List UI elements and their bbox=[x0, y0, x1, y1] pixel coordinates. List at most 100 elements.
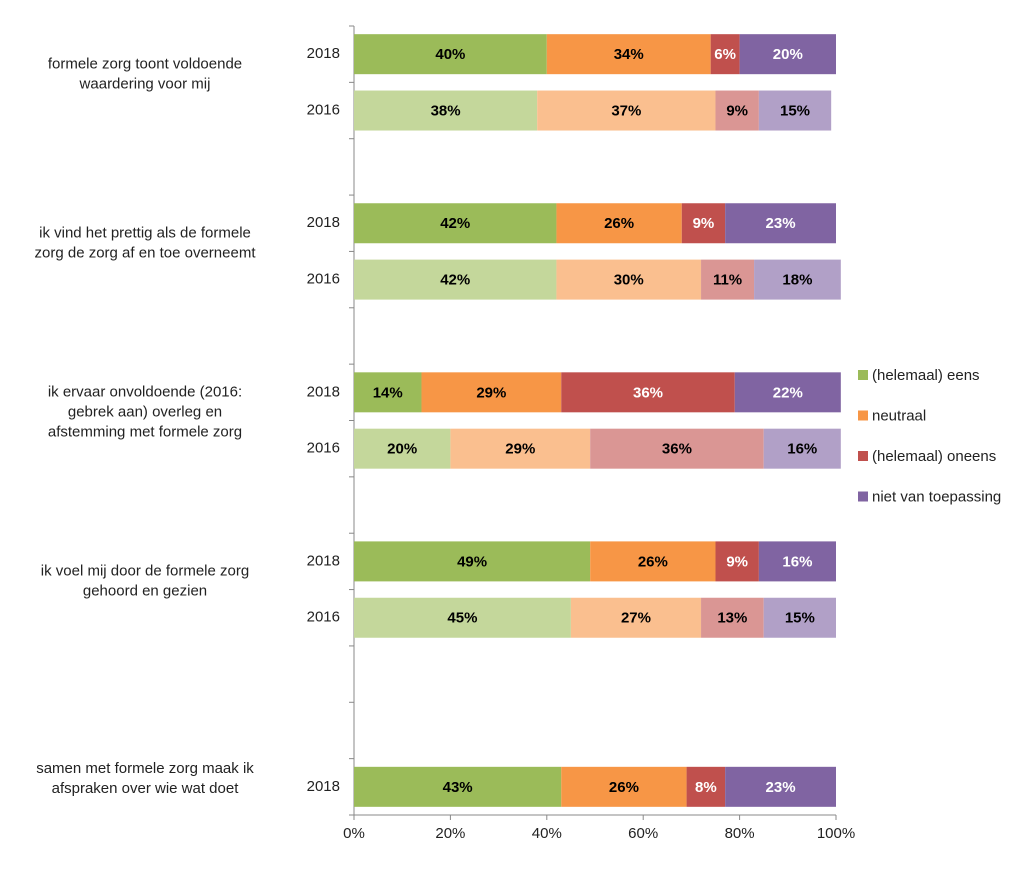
data-label: 9% bbox=[726, 103, 748, 120]
y-tick-label: 2018 bbox=[307, 214, 340, 231]
bar-segment bbox=[561, 766, 687, 807]
x-tick-label: 40% bbox=[532, 825, 562, 842]
data-label: 13% bbox=[717, 610, 747, 627]
bar-segment bbox=[354, 372, 422, 413]
bar-segment bbox=[758, 541, 836, 582]
bar-segment bbox=[537, 90, 716, 131]
data-label: 23% bbox=[766, 779, 796, 796]
group-label: afspraken over wie wat doet bbox=[52, 780, 240, 797]
data-label: 38% bbox=[431, 103, 461, 120]
data-label: 45% bbox=[447, 610, 477, 627]
y-tick-label: 2016 bbox=[307, 609, 340, 626]
x-tick-label: 80% bbox=[725, 825, 755, 842]
data-label: 14% bbox=[373, 384, 403, 401]
data-label: 9% bbox=[726, 553, 748, 570]
bar-segment bbox=[354, 766, 562, 807]
data-label: 16% bbox=[782, 553, 812, 570]
group-label: zorg de zorg af en toe overneemt bbox=[35, 244, 257, 261]
data-label: 8% bbox=[695, 779, 717, 796]
group-label: formele zorg toont voldoende bbox=[48, 55, 242, 72]
data-label: 34% bbox=[614, 46, 644, 63]
bar-segment bbox=[556, 259, 702, 300]
data-label: 18% bbox=[782, 272, 812, 289]
data-label: 20% bbox=[773, 46, 803, 63]
bar-segment bbox=[701, 597, 764, 638]
data-label: 26% bbox=[604, 215, 634, 232]
legend-swatch bbox=[858, 451, 868, 461]
group-label: ik ervaar onvoldoende (2016: bbox=[48, 383, 242, 400]
bar-segment bbox=[354, 428, 451, 469]
data-label: 23% bbox=[766, 215, 796, 232]
bar-segment bbox=[734, 372, 841, 413]
data-label: 20% bbox=[387, 441, 417, 458]
group-label: gebrek aan) overleg en bbox=[68, 403, 222, 420]
legend-label: (helemaal) oneens bbox=[872, 448, 996, 465]
data-label: 37% bbox=[611, 103, 641, 120]
y-tick-label: 2016 bbox=[307, 102, 340, 119]
data-label: 11% bbox=[713, 272, 742, 289]
bar-segment bbox=[739, 34, 836, 75]
data-label: 42% bbox=[440, 215, 470, 232]
y-tick-label: 2018 bbox=[307, 778, 340, 795]
bar-segment bbox=[758, 90, 832, 131]
bar-segment bbox=[561, 372, 735, 413]
data-label: 36% bbox=[633, 384, 663, 401]
data-label: 9% bbox=[693, 215, 715, 232]
bar-segment bbox=[354, 34, 547, 75]
data-label: 22% bbox=[773, 384, 803, 401]
group-label: samen met formele zorg maak ik bbox=[36, 760, 254, 777]
bar-segment bbox=[354, 259, 557, 300]
data-label: 49% bbox=[457, 553, 487, 570]
data-label: 16% bbox=[787, 441, 817, 458]
group-label: gehoord en gezien bbox=[83, 583, 207, 600]
x-tick-label: 20% bbox=[435, 825, 465, 842]
data-label: 43% bbox=[443, 779, 473, 796]
bar-segment bbox=[763, 597, 836, 638]
data-label: 27% bbox=[621, 610, 651, 627]
bar-segment bbox=[710, 34, 740, 75]
legend-swatch bbox=[858, 491, 868, 502]
bar-segment bbox=[354, 203, 557, 244]
bar-segment bbox=[450, 428, 591, 469]
data-label: 15% bbox=[780, 103, 810, 120]
bar-segment bbox=[354, 597, 571, 638]
data-label: 15% bbox=[785, 610, 815, 627]
data-label: 29% bbox=[505, 441, 535, 458]
bar-segment bbox=[754, 259, 841, 300]
legend-label: niet van toepassing bbox=[872, 488, 1001, 505]
bar-segment bbox=[570, 597, 702, 638]
bar-segment bbox=[421, 372, 562, 413]
x-tick-label: 100% bbox=[817, 825, 855, 842]
group-label: ik voel mij door de formele zorg bbox=[41, 563, 249, 580]
group-label: waardering voor mij bbox=[79, 75, 211, 92]
bar-segment bbox=[763, 428, 841, 469]
bar-segment bbox=[354, 90, 538, 131]
x-tick-label: 0% bbox=[343, 825, 365, 842]
bar-segment bbox=[546, 34, 711, 75]
bar-segment bbox=[725, 766, 836, 807]
data-label: 42% bbox=[440, 272, 470, 289]
data-label: 29% bbox=[476, 384, 506, 401]
bar-segment bbox=[354, 541, 591, 582]
bar-segment bbox=[590, 541, 716, 582]
data-label: 36% bbox=[662, 441, 692, 458]
bar-segment bbox=[701, 259, 755, 300]
y-tick-label: 2018 bbox=[307, 552, 340, 569]
data-label: 6% bbox=[714, 46, 736, 63]
y-tick-label: 2016 bbox=[307, 271, 340, 288]
data-label: 26% bbox=[638, 553, 668, 570]
legend-swatch bbox=[858, 410, 868, 421]
bar-segment bbox=[681, 203, 726, 244]
group-label: ik vind het prettig als de formele bbox=[39, 224, 251, 241]
bar-segment bbox=[725, 203, 836, 244]
bar-segment bbox=[715, 541, 759, 582]
data-label: 26% bbox=[609, 779, 639, 796]
y-tick-label: 2016 bbox=[307, 440, 340, 457]
data-label: 40% bbox=[435, 46, 465, 63]
x-tick-label: 60% bbox=[628, 825, 658, 842]
y-tick-label: 2018 bbox=[307, 383, 340, 400]
bar-segment bbox=[686, 766, 726, 807]
legend-swatch bbox=[858, 370, 868, 380]
group-label: afstemming met formele zorg bbox=[48, 423, 242, 440]
